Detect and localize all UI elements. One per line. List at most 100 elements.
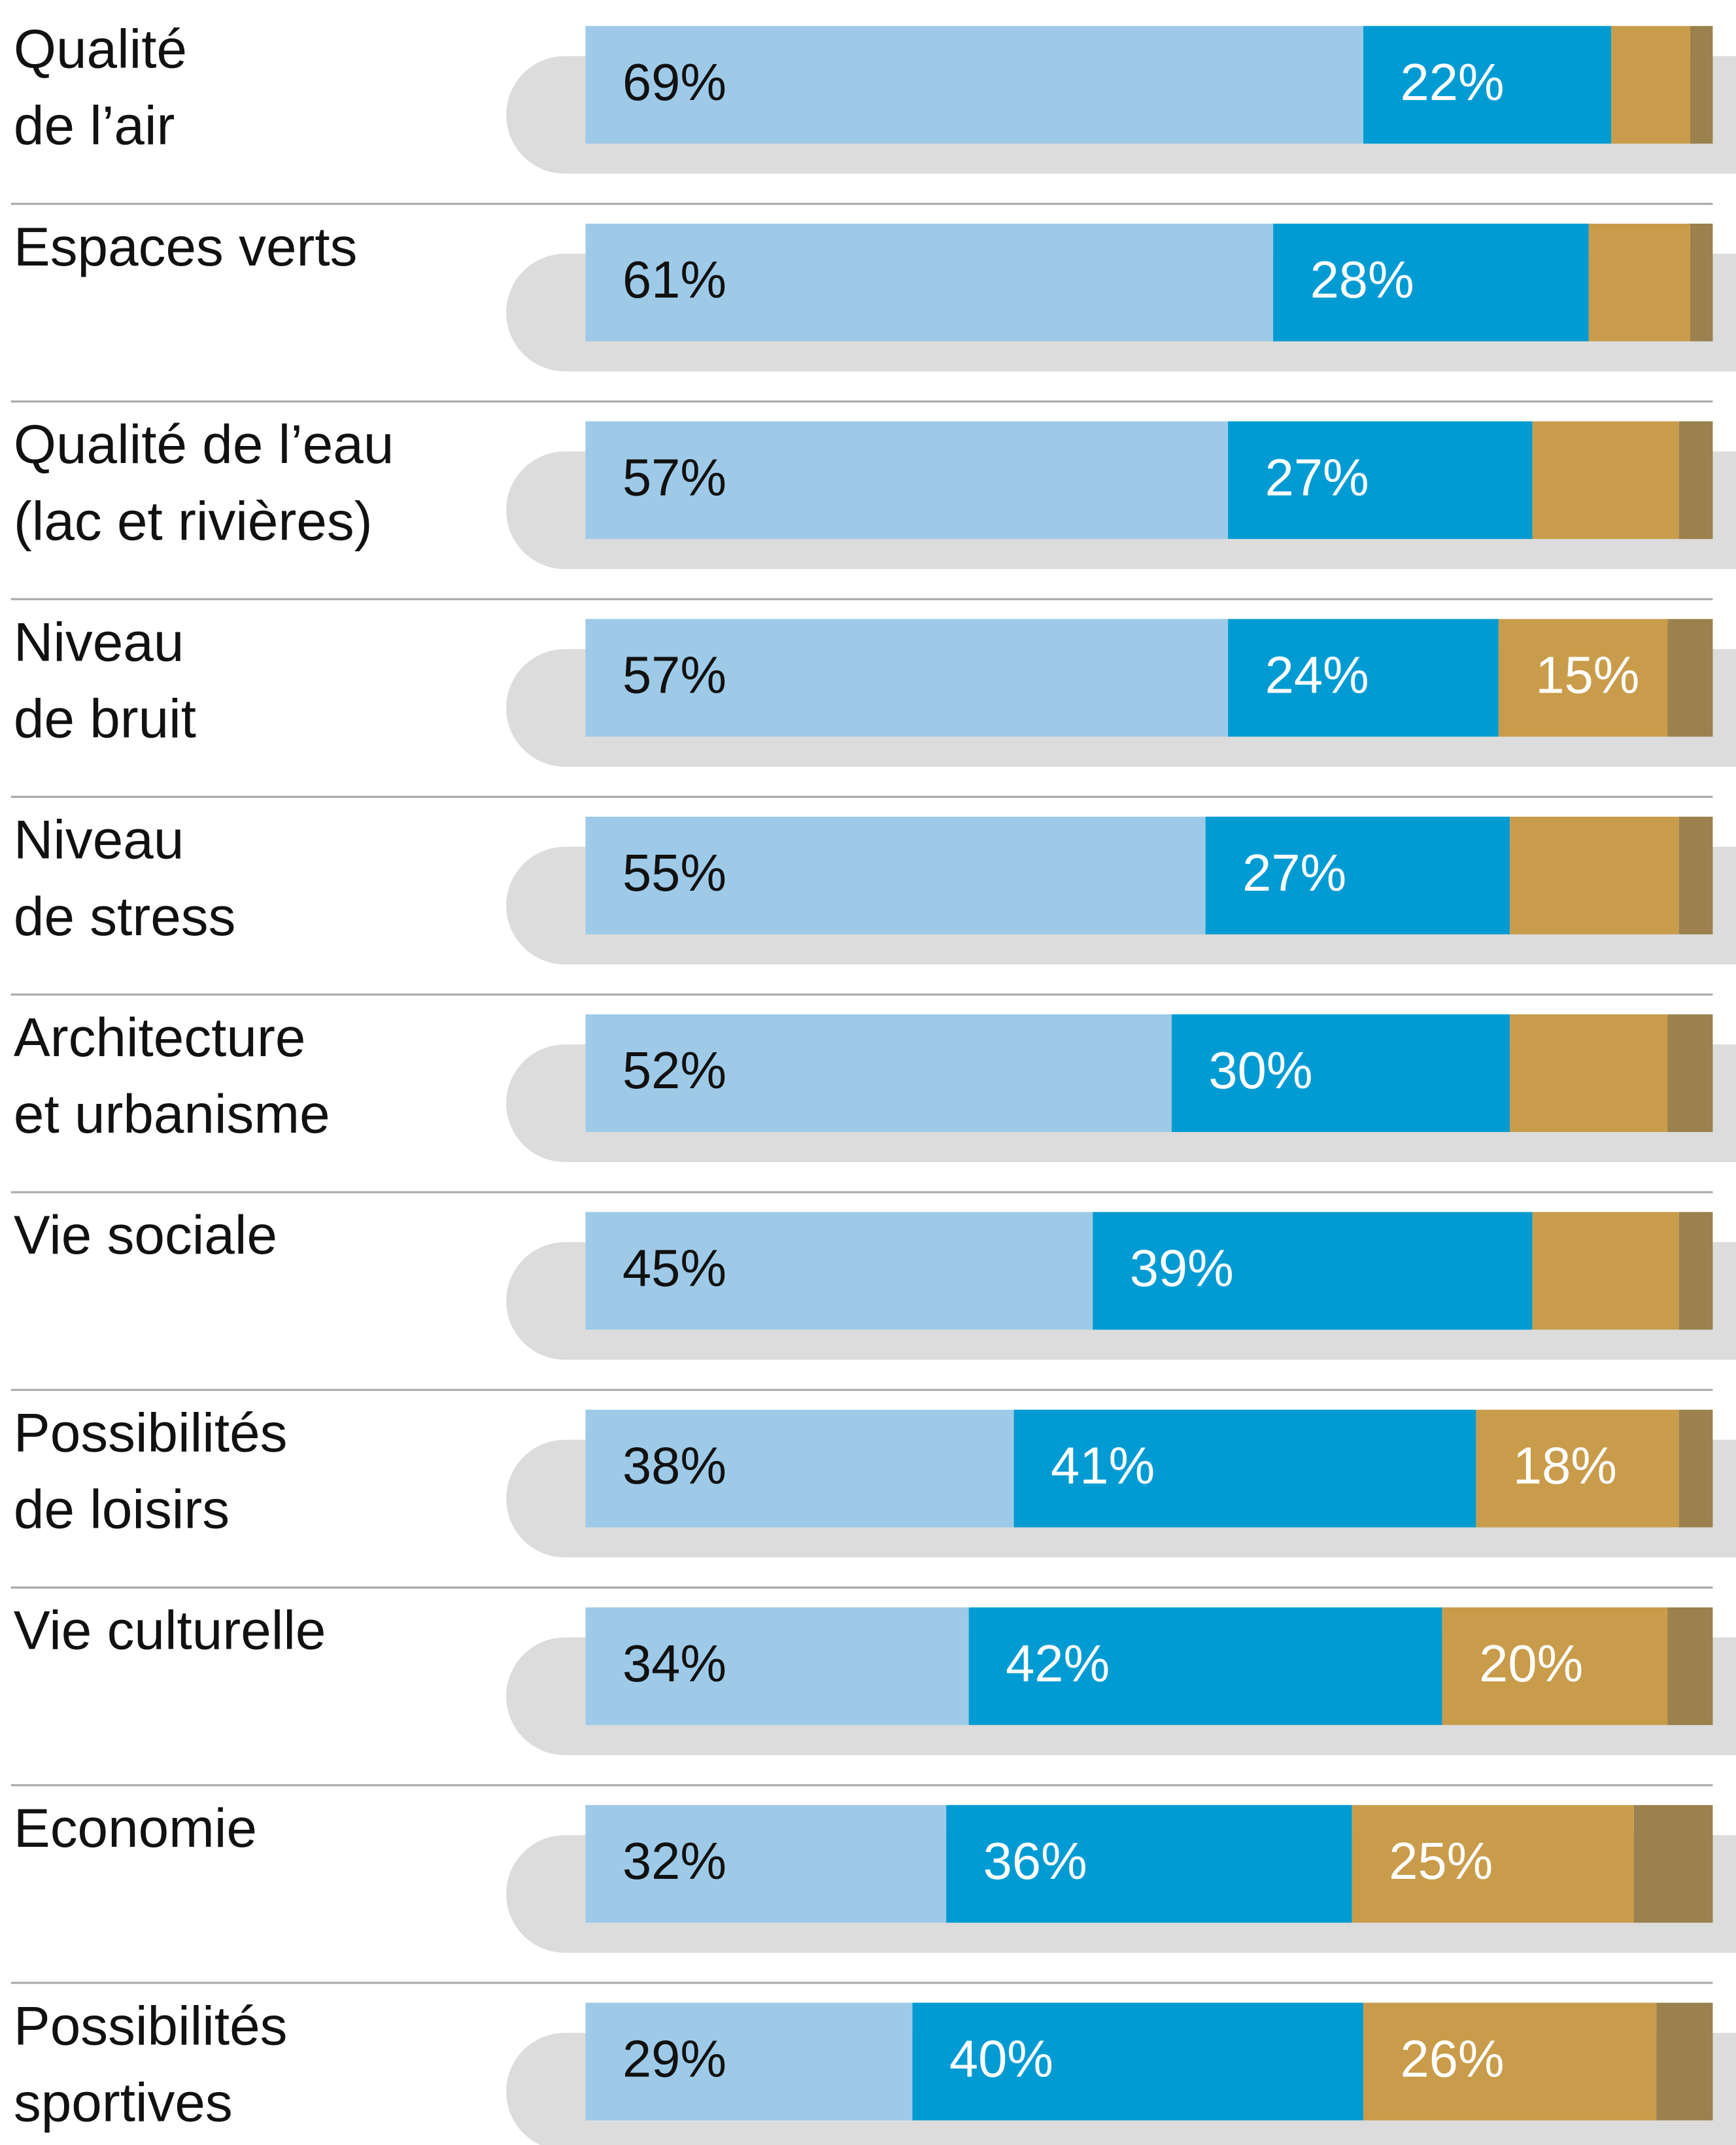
category-label: Niveau de bruit [14, 611, 196, 749]
category-line: Qualité de l’eau [14, 413, 394, 475]
bar-segment [1588, 224, 1690, 341]
category-label: Qualité de l’air [14, 18, 187, 156]
value-label: 24% [1265, 646, 1369, 704]
bar-segment [585, 1014, 1172, 1132]
value-label: 39% [1130, 1239, 1234, 1297]
bar-segment [585, 224, 1274, 341]
category-line: de loisirs [14, 1479, 230, 1540]
bar-segment [1667, 1607, 1713, 1725]
bar-segment [1498, 619, 1668, 737]
category-line: de stress [14, 885, 235, 947]
bar-segment [585, 1409, 1014, 1528]
bar-segment [1363, 2002, 1657, 2121]
value-label: 69% [622, 53, 726, 111]
category-line: Espaces verts [14, 216, 358, 277]
bar-segment [1363, 26, 1612, 144]
category-label: Niveau de stress [14, 809, 235, 947]
bar-segment [1013, 1409, 1476, 1528]
bar-segment [1667, 1014, 1713, 1132]
value-label: 22% [1400, 53, 1504, 111]
bar-segment [1273, 224, 1589, 341]
bar-segment [585, 26, 1364, 144]
bar-segment [1442, 1607, 1668, 1725]
value-label: 40% [949, 2029, 1053, 2087]
category-label: Vie culturelle [14, 1600, 326, 1661]
bar-segment [1093, 1212, 1533, 1330]
bar-segment [1667, 619, 1713, 737]
bar-segment [968, 1607, 1442, 1725]
bar-segment [1205, 816, 1510, 935]
bar-segment [585, 1212, 1093, 1330]
value-label: 34% [622, 1634, 726, 1692]
category-line: Possibilités [14, 1995, 288, 2056]
value-label: 61% [622, 250, 726, 309]
bar-segment [1352, 1805, 1634, 1923]
category-label: Qualité de l’eau (lac et rivières) [14, 413, 394, 551]
bar-segment [1510, 816, 1679, 935]
category-line: de l’air [14, 95, 175, 156]
category-label: Architecture et urbanisme [14, 1006, 330, 1144]
bar-segment [1532, 421, 1679, 540]
bar-segment [1611, 26, 1690, 144]
value-label: 45% [622, 1239, 726, 1297]
value-label: 28% [1310, 250, 1414, 309]
category-line: Qualité [14, 18, 187, 80]
category-line: Architecture [14, 1006, 305, 1068]
category-line: Vie culturelle [14, 1600, 326, 1661]
bar-segment [1228, 619, 1499, 737]
bar-segment [585, 1805, 947, 1923]
value-label: 32% [622, 1832, 726, 1890]
bar-segment [946, 1805, 1352, 1923]
category-line: Possibilités [14, 1402, 288, 1464]
category-line: Niveau [14, 809, 184, 870]
bar-segment [1678, 1212, 1713, 1330]
category-line: et urbanisme [14, 1083, 330, 1144]
bar-segment [1633, 1805, 1713, 1923]
category-label: Possibilités sportives [14, 1995, 288, 2133]
bar-segment [1171, 1014, 1510, 1132]
bar-segment [585, 816, 1206, 935]
category-line: Economie [14, 1797, 257, 1859]
value-label: 38% [622, 1437, 726, 1495]
bar-segment [1532, 1212, 1679, 1330]
value-label: 25% [1389, 1832, 1493, 1890]
category-line: Niveau [14, 611, 184, 673]
bar-segment [1678, 816, 1713, 935]
value-label: 29% [622, 2029, 726, 2087]
bar-segment [1228, 421, 1533, 540]
value-label: 57% [622, 448, 726, 506]
bar-segment [585, 1607, 969, 1725]
value-label: 41% [1051, 1437, 1155, 1495]
category-line: (lac et rivières) [14, 490, 373, 551]
category-label: Vie sociale [14, 1204, 277, 1265]
category-label: Economie [14, 1797, 257, 1859]
bar-segment [1690, 26, 1713, 144]
bar-segment [1510, 1014, 1668, 1132]
value-label: 15% [1535, 646, 1639, 704]
value-label: 26% [1400, 2029, 1504, 2087]
bar-segment [1476, 1409, 1679, 1528]
value-label: 55% [622, 844, 726, 902]
value-label: 57% [622, 646, 726, 704]
value-label: 30% [1208, 1041, 1312, 1099]
bar-segment [585, 421, 1229, 540]
bar-segment [1678, 1409, 1713, 1528]
bar-segment [585, 2002, 913, 2121]
category-line: de bruit [14, 688, 196, 749]
value-label: 42% [1006, 1634, 1110, 1692]
bar-segment [1656, 2002, 1713, 2121]
category-label: Possibilités de loisirs [14, 1402, 288, 1540]
category-line: Vie sociale [14, 1204, 277, 1265]
bar-segment [1678, 421, 1713, 540]
category-label: Espaces verts [14, 216, 358, 277]
value-label: 52% [622, 1041, 726, 1099]
value-label: 27% [1242, 844, 1346, 902]
category-line: sportives [14, 2072, 233, 2133]
value-label: 36% [983, 1832, 1087, 1890]
value-label: 27% [1265, 448, 1369, 506]
value-label: 18% [1513, 1437, 1617, 1495]
bar-segment [1690, 224, 1713, 341]
bar-segment [912, 2002, 1364, 2121]
